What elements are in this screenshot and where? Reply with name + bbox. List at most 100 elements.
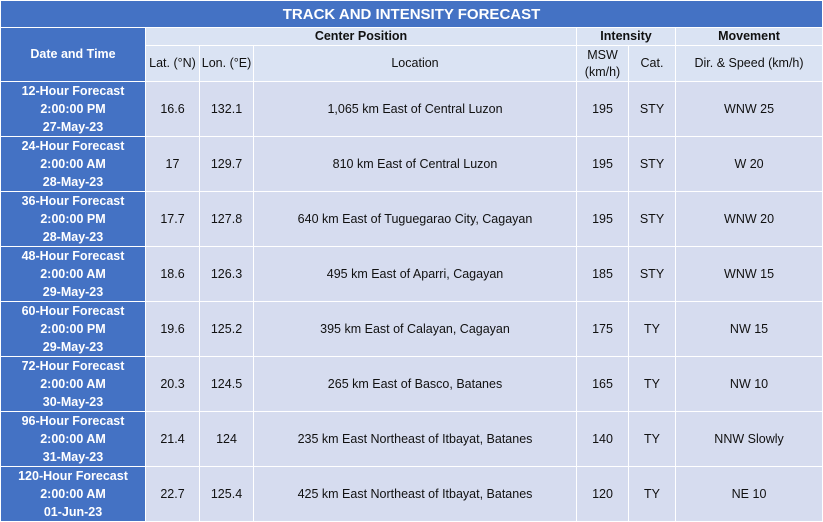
location-cell: 495 km East of Aparri, Cagayan <box>253 246 577 302</box>
date-cell: 96-Hour Forecast 2:00:00 AM 31-May-23 <box>0 411 146 467</box>
location-cell: 265 km East of Basco, Batanes <box>253 356 577 412</box>
column-header: Dir. & Speed (km/h) <box>674 45 823 82</box>
column-header: Lon. (°E) <box>199 45 254 82</box>
movement-cell: NE 10 <box>674 466 823 522</box>
date-line: 96-Hour Forecast <box>21 414 125 428</box>
movement-cell: W 20 <box>674 136 823 192</box>
lon-cell: 126.3 <box>199 246 254 302</box>
date-cell: 48-Hour Forecast 2:00:00 AM 29-May-23 <box>0 246 146 302</box>
date-line: 36-Hour Forecast <box>21 194 125 208</box>
location-cell: 810 km East of Central Luzon <box>253 136 577 192</box>
table-row: 60-Hour Forecast 2:00:00 PM 29-May-23 19.6 1… <box>0 301 823 357</box>
movement-cell: WNW 20 <box>674 191 823 247</box>
msw-cell: 185 <box>576 246 629 302</box>
group-header: Movement <box>674 27 823 46</box>
column-header: Cat. <box>628 45 676 82</box>
date-line: 30-May-23 <box>42 395 104 409</box>
msw-cell: 140 <box>576 411 629 467</box>
cat-cell: STY <box>628 246 676 302</box>
date-line: 2:00:00 AM <box>40 487 106 501</box>
date-line: 27-May-23 <box>42 120 104 134</box>
column-header: MSW (km/h) <box>576 45 629 82</box>
date-line: 48-Hour Forecast <box>21 249 125 263</box>
date-line: 2:00:00 AM <box>40 157 106 171</box>
date-cell: 60-Hour Forecast 2:00:00 PM 29-May-23 <box>0 301 146 357</box>
date-cell: 36-Hour Forecast 2:00:00 PM 28-May-23 <box>0 191 146 247</box>
msw-cell: 195 <box>576 191 629 247</box>
lat-cell: 17.7 <box>145 191 200 247</box>
date-line: 2:00:00 PM <box>40 212 106 226</box>
movement-cell: NW 10 <box>674 356 823 412</box>
lon-cell: 129.7 <box>199 136 254 192</box>
date-line: 29-May-23 <box>42 340 104 354</box>
movement-cell: WNW 15 <box>674 246 823 302</box>
date-line: 2:00:00 AM <box>40 267 106 281</box>
location-cell: 640 km East of Tuguegarao City, Cagayan <box>253 191 577 247</box>
msw-cell: 165 <box>576 356 629 412</box>
cat-cell: STY <box>628 81 676 137</box>
table-row: 120-Hour Forecast 2:00:00 AM 01-Jun-23 22.7… <box>0 466 823 522</box>
column-header: Lat. (°N) <box>145 45 200 82</box>
lat-cell: 21.4 <box>145 411 200 467</box>
date-cell: 120-Hour Forecast 2:00:00 AM 01-Jun-23 <box>0 466 146 522</box>
lon-cell: 124 <box>199 411 254 467</box>
movement-cell: NNW Slowly <box>674 411 823 467</box>
lon-cell: 127.8 <box>199 191 254 247</box>
lat-cell: 17 <box>145 136 200 192</box>
date-line: 01-Jun-23 <box>43 505 103 519</box>
cat-cell: TY <box>628 466 676 522</box>
cat-cell: TY <box>628 301 676 357</box>
date-line: 60-Hour Forecast <box>21 304 125 318</box>
movement-cell: WNW 25 <box>674 81 823 137</box>
date-line: 28-May-23 <box>42 230 104 244</box>
msw-cell: 175 <box>576 301 629 357</box>
lon-cell: 125.2 <box>199 301 254 357</box>
location-cell: 235 km East Northeast of Itbayat, Batane… <box>253 411 577 467</box>
lat-cell: 19.6 <box>145 301 200 357</box>
date-line: 2:00:00 AM <box>40 432 106 446</box>
msw-cell: 195 <box>576 136 629 192</box>
table-row: 36-Hour Forecast 2:00:00 PM 28-May-23 17.7 1… <box>0 191 823 247</box>
date-cell: 12-Hour Forecast 2:00:00 PM 27-May-23 <box>0 81 146 137</box>
date-line: 2:00:00 PM <box>40 322 106 336</box>
msw-cell: 120 <box>576 466 629 522</box>
location-cell: 395 km East of Calayan, Cagayan <box>253 301 577 357</box>
date-line: 12-Hour Forecast <box>21 84 125 98</box>
date-line: 31-May-23 <box>42 450 104 464</box>
group-header: Center Position <box>145 27 577 46</box>
table-row: 48-Hour Forecast 2:00:00 AM 29-May-23 18.6 1… <box>0 246 823 302</box>
lat-cell: 18.6 <box>145 246 200 302</box>
date-line: 120-Hour Forecast <box>18 469 128 483</box>
group-header: Intensity <box>576 27 676 46</box>
cat-cell: TY <box>628 411 676 467</box>
date-line: 72-Hour Forecast <box>21 359 125 373</box>
table-row: 12-Hour Forecast 2:00:00 PM 27-May-23 16.6 1… <box>0 81 823 137</box>
date-line: 29-May-23 <box>42 285 104 299</box>
location-cell: 425 km East Northeast of Itbayat, Batane… <box>253 466 577 522</box>
table-row: 96-Hour Forecast 2:00:00 AM 31-May-23 21.4 1… <box>0 411 823 467</box>
cat-cell: STY <box>628 191 676 247</box>
lat-cell: 20.3 <box>145 356 200 412</box>
table-body: 12-Hour Forecast 2:00:00 PM 27-May-23 16.6 1… <box>0 81 823 522</box>
date-line: 28-May-23 <box>42 175 104 189</box>
table-title: TRACK AND INTENSITY FORECAST <box>0 0 823 28</box>
date-line: 2:00:00 AM <box>40 377 106 391</box>
movement-cell: NW 15 <box>674 301 823 357</box>
date-header: Date and Time <box>0 27 146 82</box>
lon-cell: 132.1 <box>199 81 254 137</box>
cat-cell: STY <box>628 136 676 192</box>
location-cell: 1,065 km East of Central Luzon <box>253 81 577 137</box>
lat-cell: 22.7 <box>145 466 200 522</box>
lon-cell: 125.4 <box>199 466 254 522</box>
date-line: 24-Hour Forecast <box>21 139 125 153</box>
date-cell: 24-Hour Forecast 2:00:00 AM 28-May-23 <box>0 136 146 192</box>
table-row: 24-Hour Forecast 2:00:00 AM 28-May-23 17 129… <box>0 136 823 192</box>
column-header: Location <box>253 45 577 82</box>
date-cell: 72-Hour Forecast 2:00:00 AM 30-May-23 <box>0 356 146 412</box>
date-line: 2:00:00 PM <box>40 102 106 116</box>
table-row: 72-Hour Forecast 2:00:00 AM 30-May-23 20.3 1… <box>0 356 823 412</box>
lat-cell: 16.6 <box>145 81 200 137</box>
lon-cell: 124.5 <box>199 356 254 412</box>
